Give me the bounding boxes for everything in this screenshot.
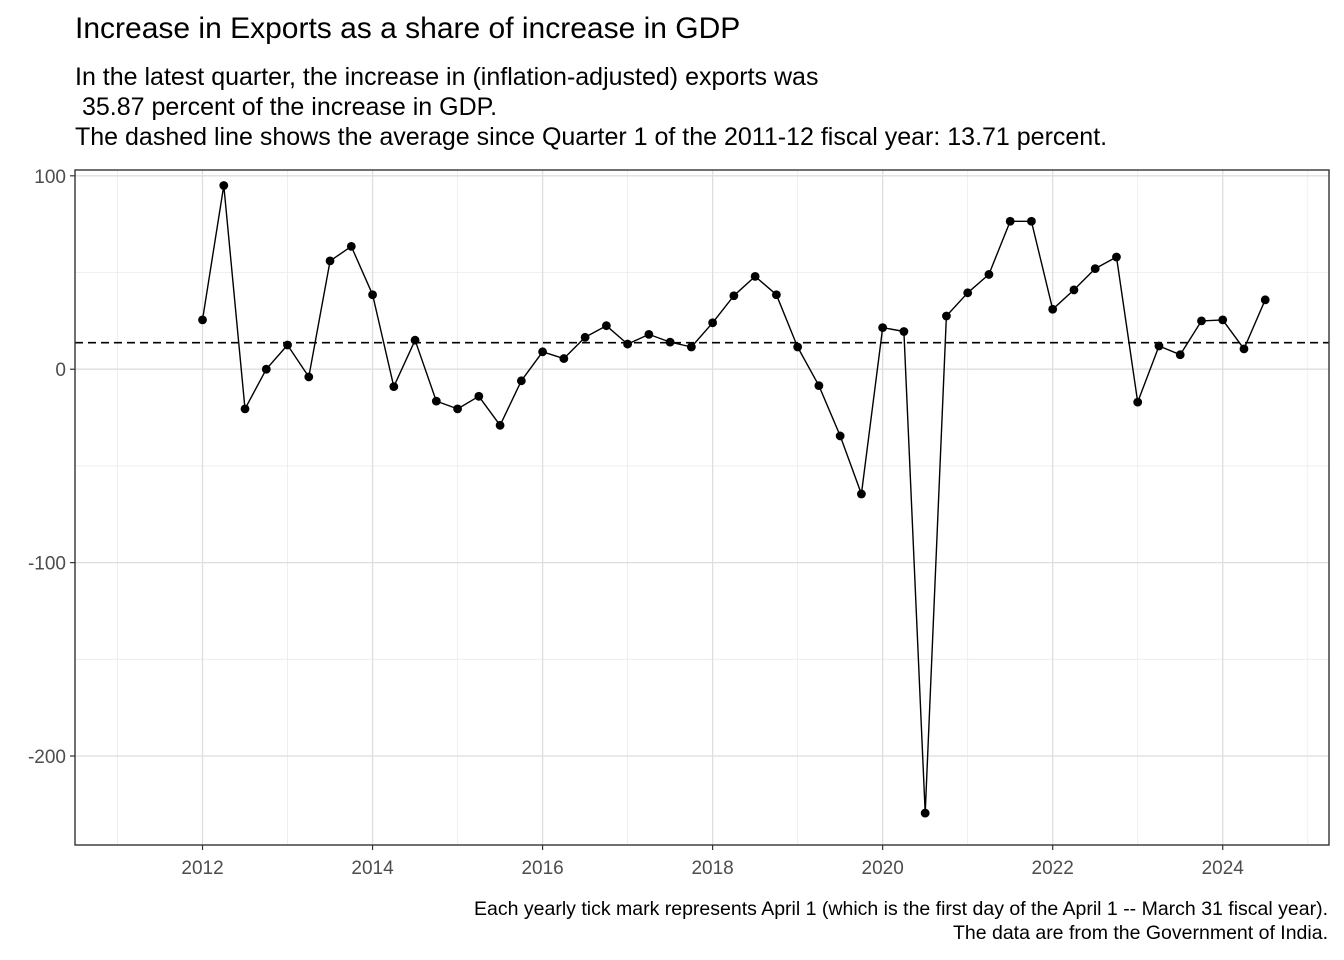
data-point <box>665 337 675 347</box>
data-point <box>325 256 335 266</box>
plot-panel-border <box>74 169 1330 846</box>
data-point <box>389 382 399 392</box>
x-tick-label: 2020 <box>862 858 904 879</box>
x-tick-label: 2024 <box>1202 858 1245 879</box>
data-point <box>1005 216 1015 226</box>
data-point <box>1154 341 1164 351</box>
data-point <box>431 396 441 406</box>
chart-caption: Each yearly tick mark represents April 1… <box>474 897 1328 945</box>
x-tick-label: 2022 <box>1032 858 1074 879</box>
caption-line-2: The data are from the Government of Indi… <box>952 922 1328 944</box>
data-point <box>516 376 526 386</box>
data-point <box>283 340 292 350</box>
data-point <box>559 354 569 363</box>
subtitle-line-1: In the latest quarter, the increase in (… <box>75 63 819 91</box>
data-point <box>1027 216 1036 226</box>
data-point <box>857 489 866 499</box>
data-point <box>963 288 973 298</box>
data-point <box>750 271 760 281</box>
data-point <box>601 321 611 331</box>
subtitle-line-3: The dashed line shows the average since … <box>75 123 1108 151</box>
data-points-layer <box>198 181 1270 818</box>
data-point <box>1133 397 1143 407</box>
data-point <box>1175 350 1185 360</box>
chart-title: Increase in Exports as a share of increa… <box>75 12 741 45</box>
data-point <box>261 364 271 374</box>
data-point <box>410 335 420 345</box>
caption-line-1: Each yearly tick mark represents April 1… <box>474 898 1328 920</box>
x-tick-label: 2012 <box>181 858 223 879</box>
y-tick-label: 0 <box>55 360 66 381</box>
data-point <box>1048 304 1058 314</box>
data-point <box>240 404 250 414</box>
x-tick-label: 2018 <box>691 858 733 879</box>
data-point <box>623 339 633 349</box>
data-point <box>771 290 781 300</box>
data-point <box>1260 295 1270 305</box>
data-point <box>198 315 207 325</box>
data-point <box>219 181 229 190</box>
data-point <box>878 323 888 333</box>
data-point <box>793 342 803 352</box>
data-point <box>708 318 718 328</box>
data-point <box>453 404 462 414</box>
data-point <box>942 311 951 321</box>
data-point <box>580 332 590 342</box>
y-tick-label: -100 <box>28 554 66 575</box>
data-point <box>368 290 377 300</box>
series-line-layer <box>201 184 1266 814</box>
data-point <box>814 381 824 391</box>
data-point <box>644 329 654 339</box>
grid-lines <box>75 170 1329 845</box>
data-point <box>346 241 356 251</box>
data-point <box>835 431 845 441</box>
chart-subtitle: In the latest quarter, the increase in (… <box>75 62 1107 152</box>
data-point <box>686 342 696 352</box>
series-line <box>201 184 1266 814</box>
data-point <box>304 372 314 382</box>
data-point <box>1218 315 1228 325</box>
data-point <box>984 270 994 279</box>
axis-ticks: 2012 2014 2016 2018 2020 2022 2024 100 0 -100 -200 <box>28 167 1244 879</box>
data-point <box>474 391 484 401</box>
subtitle-line-2: 35.87 percent of the increase in GDP. <box>75 93 498 121</box>
data-point <box>1197 316 1206 326</box>
y-tick-label: 100 <box>34 167 66 188</box>
data-point <box>538 347 547 357</box>
x-tick-label: 2016 <box>521 858 563 879</box>
y-tick-label: -200 <box>28 747 66 768</box>
data-point <box>729 291 739 301</box>
data-point <box>899 327 909 336</box>
data-point <box>1239 344 1249 354</box>
x-tick-label: 2014 <box>351 858 394 879</box>
data-point <box>920 808 930 818</box>
data-point <box>1090 264 1100 274</box>
data-point <box>495 420 505 430</box>
data-point <box>1069 285 1079 295</box>
data-point <box>1112 252 1121 262</box>
